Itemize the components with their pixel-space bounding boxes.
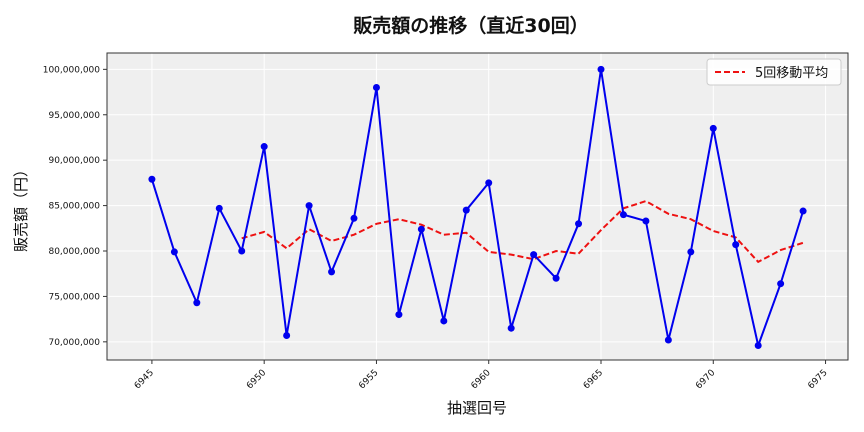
x-tick-label-3: 6960 bbox=[470, 368, 493, 391]
sales-point-6949 bbox=[238, 247, 246, 255]
sales-point-6970 bbox=[709, 124, 717, 132]
sales-point-6965 bbox=[597, 65, 605, 73]
sales-point-6972 bbox=[754, 341, 762, 349]
y-axis-label: 販売額（円） bbox=[12, 162, 30, 252]
plot-area bbox=[107, 53, 848, 360]
y-tick-label-3: 85,000,000 bbox=[48, 202, 100, 212]
sales-point-6957 bbox=[417, 225, 425, 233]
sales-point-6956 bbox=[395, 311, 403, 319]
sales-point-6960 bbox=[485, 179, 493, 187]
sales-point-6952 bbox=[305, 202, 313, 210]
sales-point-6964 bbox=[575, 220, 583, 228]
sales-point-6974 bbox=[799, 207, 807, 215]
sales-point-6950 bbox=[260, 143, 268, 151]
x-axis-label: 抽選回号 bbox=[447, 399, 507, 417]
legend-ma5-label: 5回移動平均 bbox=[755, 66, 828, 81]
x-tick-label-5: 6970 bbox=[694, 368, 717, 391]
series bbox=[148, 65, 807, 350]
y-tick-label-0: 70,000,000 bbox=[48, 338, 100, 348]
sales-point-6947 bbox=[193, 299, 201, 307]
sales-point-6969 bbox=[687, 248, 695, 256]
y-tick-label-4: 90,000,000 bbox=[48, 156, 100, 166]
ma5-line bbox=[241, 200, 804, 264]
sales-line bbox=[150, 69, 805, 350]
x-tick-label-4: 6965 bbox=[582, 368, 605, 391]
sales-point-6945 bbox=[148, 175, 156, 183]
sales-point-6951 bbox=[283, 331, 291, 339]
x-tick-label-1: 6950 bbox=[245, 368, 268, 391]
legend-box bbox=[706, 58, 842, 86]
sales-point-6971 bbox=[732, 241, 740, 249]
sales-point-6954 bbox=[350, 214, 358, 222]
y-tick-label-6: 100,000,000 bbox=[43, 65, 101, 75]
sales-point-6955 bbox=[372, 84, 380, 92]
y-tick-label-5: 95,000,000 bbox=[48, 111, 100, 121]
legend: 5回移動平均 bbox=[706, 58, 842, 86]
sales-point-6962 bbox=[530, 251, 538, 259]
chart-title: 販売額の推移（直近30回） bbox=[353, 14, 588, 37]
y-tick-label-2: 80,000,000 bbox=[48, 247, 100, 257]
sales-point-6953 bbox=[328, 268, 336, 276]
sales-point-6963 bbox=[552, 274, 560, 282]
sales-point-6958 bbox=[440, 317, 448, 325]
x-tick-label-2: 6955 bbox=[357, 368, 380, 391]
sales-point-6973 bbox=[777, 280, 785, 288]
sales-point-6959 bbox=[462, 206, 470, 214]
sales-point-6946 bbox=[170, 248, 178, 256]
sales-point-6967 bbox=[642, 217, 650, 225]
sales-point-6948 bbox=[215, 204, 223, 212]
x-tick-label-6: 6975 bbox=[806, 368, 829, 391]
y-tick-label-1: 75,000,000 bbox=[48, 292, 100, 302]
axes-frame bbox=[106, 52, 849, 361]
sales-point-6968 bbox=[664, 336, 672, 344]
sales-point-6961 bbox=[507, 324, 515, 332]
x-tick-label-0: 6945 bbox=[133, 368, 156, 391]
sales-point-6966 bbox=[619, 211, 627, 219]
